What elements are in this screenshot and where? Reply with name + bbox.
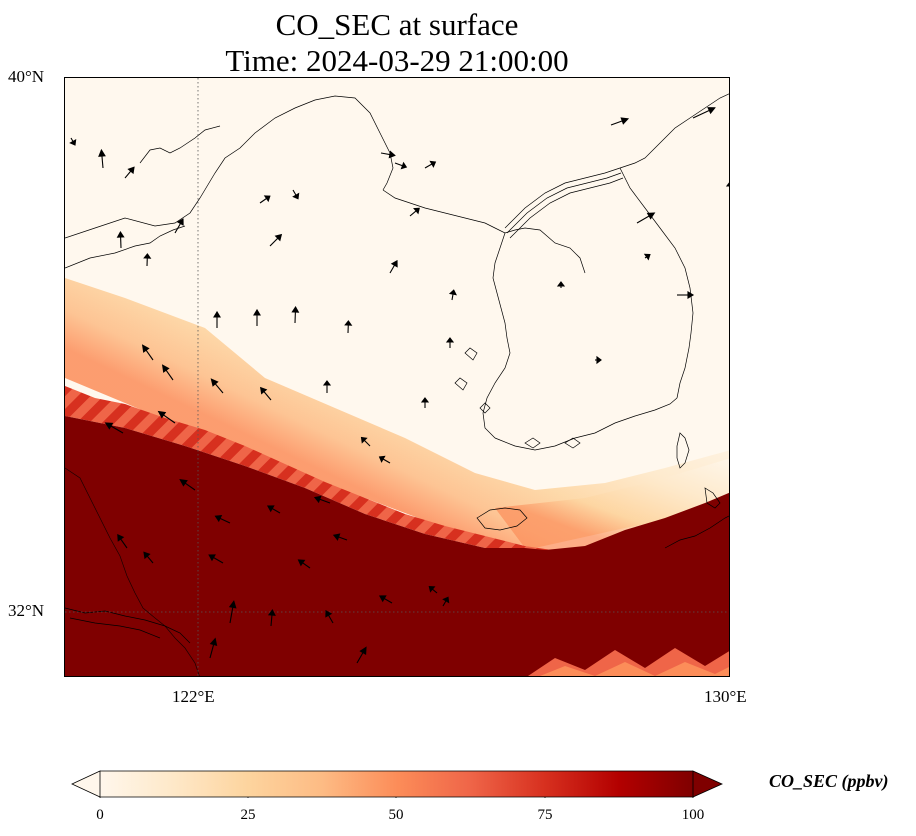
colorbar-tick-50: 50 — [388, 807, 404, 823]
map-title: CO_SEC at surface — [275, 7, 519, 42]
colorbar — [71, 770, 723, 798]
map-canvas — [65, 78, 729, 676]
lon-tick-122: 122°E — [172, 687, 215, 706]
map-timestamp: Time: 2024-03-29 21:00:00 — [225, 43, 569, 78]
colorbar-tick-25: 25 — [240, 807, 256, 823]
colorbar-tick-0: 0 — [96, 807, 104, 823]
gridlines — [65, 78, 729, 676]
colorbar-tick-75: 75 — [537, 807, 553, 823]
colorbar-max-extend — [692, 770, 723, 798]
lat-tick-40: 40°N — [8, 67, 45, 86]
colorbar-title: CO_SEC (ppbv) — [769, 771, 889, 791]
colorbar-tick-100: 100 — [681, 807, 705, 823]
wind-vectors — [69, 107, 729, 664]
coastlines — [65, 93, 729, 676]
colorbar-min-extend — [71, 770, 101, 798]
map-panel — [64, 77, 730, 677]
lat-tick-32: 32°N — [8, 601, 45, 620]
concentration-field — [65, 78, 729, 676]
lon-tick-130: 130°E — [704, 687, 747, 706]
